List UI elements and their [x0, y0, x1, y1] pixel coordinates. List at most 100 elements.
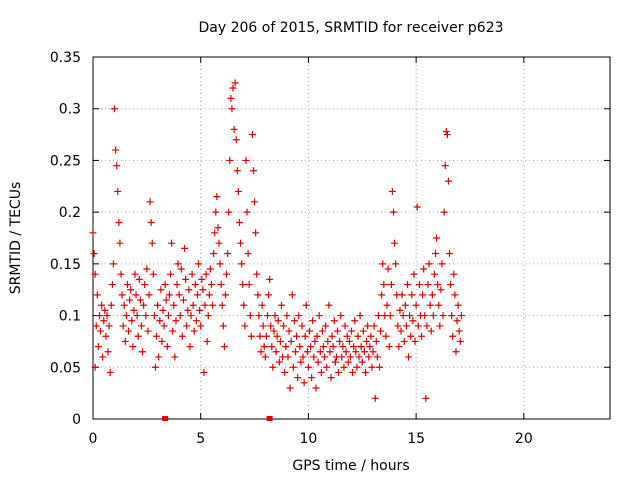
data-point	[198, 275, 206, 283]
data-point	[255, 312, 263, 320]
chart-title: Day 206 of 2015, SRMTID for receiver p62…	[198, 20, 503, 36]
data-point	[289, 363, 297, 371]
data-point	[210, 250, 218, 258]
data-point	[419, 291, 427, 299]
data-point	[435, 301, 443, 309]
data-point	[190, 327, 198, 335]
data-point	[184, 306, 192, 314]
data-point	[232, 136, 240, 144]
data-point	[339, 343, 347, 351]
data-point	[273, 332, 281, 340]
data-point	[161, 281, 169, 289]
data-point	[283, 312, 291, 320]
data-point	[314, 358, 322, 366]
data-point	[98, 301, 106, 309]
data-point	[131, 270, 139, 278]
data-point	[269, 363, 277, 371]
data-point	[106, 368, 114, 376]
data-point	[325, 301, 333, 309]
data-point	[251, 198, 259, 206]
data-point	[245, 281, 253, 289]
data-point	[454, 301, 462, 309]
data-point	[189, 301, 197, 309]
data-point	[457, 312, 465, 320]
data-point	[134, 332, 142, 340]
data-point	[89, 229, 97, 237]
data-point	[329, 343, 337, 351]
data-point	[157, 286, 165, 294]
data-point	[118, 291, 126, 299]
data-point	[390, 208, 398, 216]
data-point	[456, 337, 464, 345]
data-point	[319, 343, 327, 351]
data-point	[392, 260, 400, 268]
data-point	[261, 353, 269, 361]
data-point	[307, 343, 315, 351]
data-point	[331, 358, 339, 366]
data-point	[336, 337, 344, 345]
data-point	[391, 239, 399, 247]
data-point	[436, 322, 444, 330]
data-point	[113, 162, 121, 170]
data-point	[433, 234, 441, 242]
data-point	[397, 327, 405, 335]
data-point	[181, 244, 189, 252]
data-point	[324, 337, 332, 345]
data-point	[211, 229, 219, 237]
data-point	[127, 286, 135, 294]
data-point	[447, 281, 455, 289]
data-point	[304, 363, 312, 371]
data-point	[149, 270, 157, 278]
data-point	[298, 322, 306, 330]
data-point	[337, 312, 345, 320]
data-point	[412, 301, 420, 309]
data-point	[102, 332, 110, 340]
data-point	[216, 260, 224, 268]
data-point	[100, 317, 108, 325]
data-point	[357, 343, 365, 351]
data-point	[364, 322, 372, 330]
data-point	[133, 312, 141, 320]
data-point	[418, 332, 426, 340]
data-point	[176, 312, 184, 320]
data-point	[309, 317, 317, 325]
data-point	[136, 296, 144, 304]
data-point	[173, 281, 181, 289]
data-point	[262, 332, 270, 340]
x-tick-label: 5	[196, 431, 205, 447]
data-point	[178, 332, 186, 340]
data-point	[263, 312, 271, 320]
data-point	[103, 312, 111, 320]
data-point	[266, 416, 273, 421]
data-point	[316, 348, 324, 356]
data-point	[366, 343, 374, 351]
data-point	[218, 301, 226, 309]
data-point	[172, 317, 180, 325]
data-point	[247, 332, 255, 340]
data-point	[411, 337, 419, 345]
data-point	[428, 291, 436, 299]
data-point	[362, 368, 370, 376]
data-point	[217, 281, 225, 289]
data-point	[427, 327, 435, 335]
data-point	[291, 348, 299, 356]
data-point	[192, 317, 200, 325]
data-point	[129, 343, 137, 351]
data-point	[154, 301, 162, 309]
data-point	[121, 337, 129, 345]
data-point	[252, 229, 260, 237]
data-point	[286, 384, 294, 392]
data-point	[437, 286, 445, 294]
data-point	[162, 296, 170, 304]
data-point	[160, 322, 168, 330]
data-point	[455, 327, 463, 335]
data-point	[345, 337, 353, 345]
data-point	[93, 291, 101, 299]
data-point	[191, 281, 199, 289]
data-point	[438, 260, 446, 268]
data-point	[350, 343, 358, 351]
data-point	[229, 84, 237, 92]
data-point	[443, 131, 451, 139]
data-point	[367, 332, 375, 340]
data-point	[305, 327, 313, 335]
